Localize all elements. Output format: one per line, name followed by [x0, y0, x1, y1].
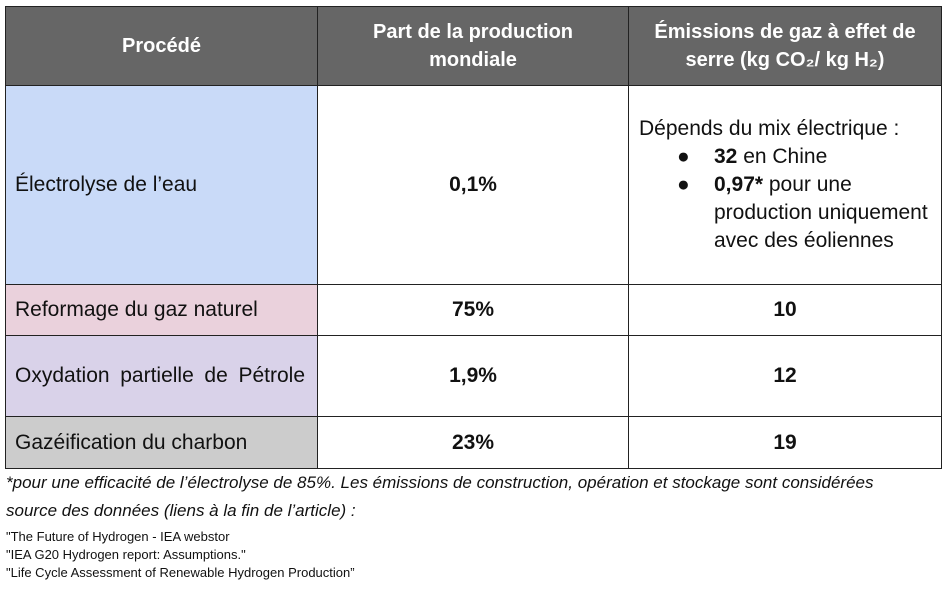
list-item: "The Future of Hydrogen - IEA webstor: [6, 529, 230, 544]
table-row: Oxydation partielle de Pétrole 1,9% 12: [5, 335, 942, 417]
process-cell: Gazéification du charbon: [5, 416, 318, 469]
emissions-intro: Dépends du mix électrique :: [639, 117, 900, 140]
source-label: source des données (liens à la fin de l’…: [6, 501, 356, 520]
bullet-icon: ●: [677, 145, 690, 168]
hydrogen-production-table: Procédé Part de la production mondiale É…: [5, 6, 942, 469]
list-item: "Life Cycle Assessment of Renewable Hydr…: [6, 565, 355, 580]
emissions-cell: 12: [628, 335, 942, 417]
table-row: Reformage du gaz naturel 75% 10: [5, 284, 942, 336]
footnote: *pour une efficacité de l’électrolyse de…: [6, 473, 874, 492]
process-cell: Oxydation partielle de Pétrole: [5, 335, 318, 417]
list-item: ● 32 en Chine: [639, 143, 931, 171]
table-row: Gazéification du charbon 23% 19: [5, 416, 942, 469]
list-item: "IEA G20 Hydrogen report: Assumptions.": [6, 547, 246, 562]
emission-value: 0,97*: [714, 173, 764, 196]
header-procede: Procédé: [5, 6, 318, 86]
header-emissions: Émissions de gaz à effet de serre (kg CO…: [628, 6, 942, 86]
emission-text: en Chine: [737, 145, 828, 168]
emission-text: pour une production uniquement avec des …: [714, 173, 928, 252]
emissions-cell: Dépends du mix électrique : ● 32 en Chin…: [628, 85, 942, 285]
process-cell: Électrolyse de l’eau: [5, 85, 318, 285]
table-notes: *pour une efficacité de l’électrolyse de…: [6, 470, 944, 582]
emissions-list: ● 32 en Chine ● 0,97* pour une productio…: [639, 143, 931, 255]
share-cell: 75%: [317, 284, 629, 336]
source-list: "The Future of Hydrogen - IEA webstor "I…: [6, 528, 944, 582]
table-header-row: Procédé Part de la production mondiale É…: [5, 6, 942, 86]
header-part-production: Part de la production mondiale: [317, 6, 629, 86]
emissions-cell: 19: [628, 416, 942, 469]
process-cell: Reformage du gaz naturel: [5, 284, 318, 336]
bullet-icon: ●: [677, 173, 690, 196]
share-cell: 0,1%: [317, 85, 629, 285]
emissions-cell: 10: [628, 284, 942, 336]
list-item: ● 0,97* pour une production uniquement a…: [639, 171, 931, 255]
share-cell: 1,9%: [317, 335, 629, 417]
table-row: Électrolyse de l’eau 0,1% Dépends du mix…: [5, 85, 942, 285]
share-cell: 23%: [317, 416, 629, 469]
emission-value: 32: [714, 145, 738, 168]
